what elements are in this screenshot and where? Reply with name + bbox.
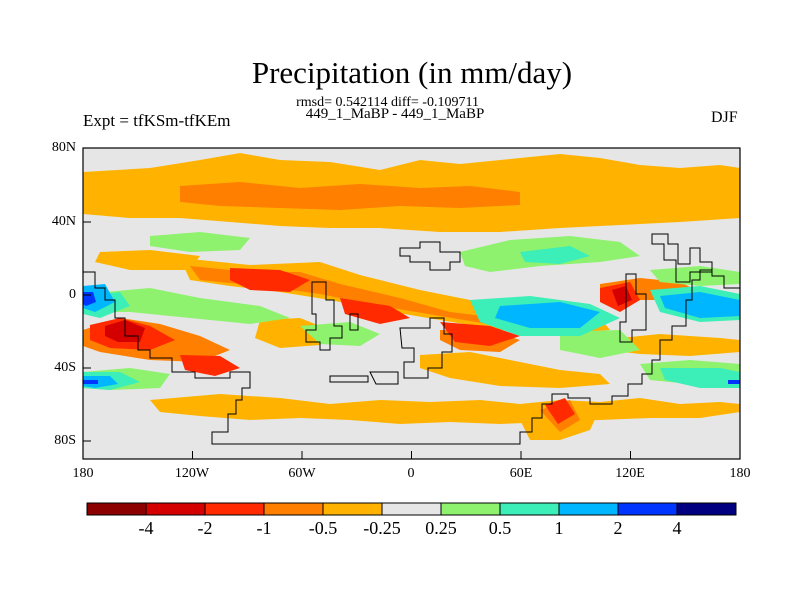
lon-label-0: 0 (407, 466, 415, 481)
colorbar-box-9 (617, 502, 678, 516)
lon-label-60e: 60E (509, 466, 533, 481)
colorbar-box-7 (499, 502, 560, 516)
colorbar-box-4 (322, 502, 383, 516)
colorbar (86, 502, 737, 516)
lat-label-40n: 40N (51, 214, 76, 229)
anomaly-green-regions (83, 232, 740, 390)
north-america-outline (83, 269, 740, 445)
subantarctic-blue (83, 380, 98, 384)
lat-label-40s: 40S (54, 360, 76, 375)
lon-label-120w: 120W (174, 466, 210, 481)
map-plot-area (82, 147, 741, 460)
lat-label-80n: 80N (51, 140, 76, 155)
lon-label-180e: 180 (729, 466, 751, 481)
africa-south-outline (399, 317, 453, 379)
lon-label-180w: 180 (72, 466, 94, 481)
colorbar-box-6 (440, 502, 501, 516)
africa-outline (399, 241, 461, 271)
anomaly-light-blue-regions (83, 284, 740, 388)
colorbar-box-3 (263, 502, 324, 516)
colorbar-box-1 (145, 502, 206, 516)
colorbar-label-5: 0.25 (425, 518, 457, 538)
east-pacific-light-blue (83, 284, 115, 312)
colorbar-box-0 (86, 502, 147, 516)
subantarctic-cyan (660, 368, 740, 388)
west-pacific-light-blue (660, 292, 740, 318)
rmsd-diff-stats: rmsd= 0.542114 diff= -0.109711 (296, 95, 479, 110)
colorbar-box-5 (381, 502, 442, 516)
experiment-names: 449_1_MaBP - 449_1_MaBP (305, 106, 485, 122)
madagascar-outline (329, 375, 369, 383)
subantarctic-light-blue (83, 376, 118, 388)
south-america-outline (305, 281, 343, 351)
south-pacific-green-east (650, 266, 740, 286)
arabia-outline (349, 313, 359, 331)
chart-title: Precipitation (in mm/day) (251, 55, 573, 90)
season-label: DJF (711, 109, 738, 126)
lat-label-0: 0 (69, 287, 76, 302)
south-atlantic-green (300, 322, 380, 346)
colorbar-label-8: 2 (613, 518, 623, 538)
colorbar-box-2 (204, 502, 265, 516)
continent-outlines (83, 233, 740, 445)
colorbar-label-1: -2 (197, 518, 213, 538)
colorbar-label-0: -4 (138, 518, 154, 538)
colorbar-label-6: 0.5 (488, 518, 512, 538)
lat-label-80s: 80S (54, 433, 76, 448)
colorbar-box-8 (558, 502, 619, 516)
east-pacific-green (83, 288, 290, 324)
longitude-ticks (82, 451, 741, 459)
indian-ocean-red (440, 322, 520, 346)
north-atlantic-dark-orange (180, 182, 520, 210)
indian-ocean-light-blue (495, 302, 600, 328)
colorbar-label-3: -0.5 (308, 518, 338, 538)
colorbar-box-10 (676, 502, 737, 516)
experiment-label: Expt = tfKSm-tfKEm (83, 111, 231, 130)
colorbar-label-2: -1 (256, 518, 272, 538)
anomaly-blue-regions (83, 292, 740, 384)
west-pacific-dark-red (612, 286, 632, 306)
lon-label-120e: 120E (615, 466, 645, 481)
colorbar-label-7: 1 (554, 518, 564, 538)
north-pacific-patch (95, 250, 200, 270)
latitude-ticks (83, 147, 91, 442)
tropical-atlantic-red (230, 268, 310, 292)
asia-outline (651, 233, 713, 283)
lon-label-60w: 60W (288, 466, 316, 481)
australia-outline (619, 273, 647, 343)
central-pacific-red (180, 355, 240, 376)
west-pacific-blue (728, 380, 740, 384)
colorbar-label-4: -0.25 (363, 518, 401, 538)
colorbar-label-9: 4 (672, 518, 682, 538)
north-indian-cyan (520, 246, 590, 264)
indian-ocean-orange (420, 352, 610, 388)
north-pacific-green (150, 232, 250, 252)
maritime-outline (369, 371, 399, 385)
